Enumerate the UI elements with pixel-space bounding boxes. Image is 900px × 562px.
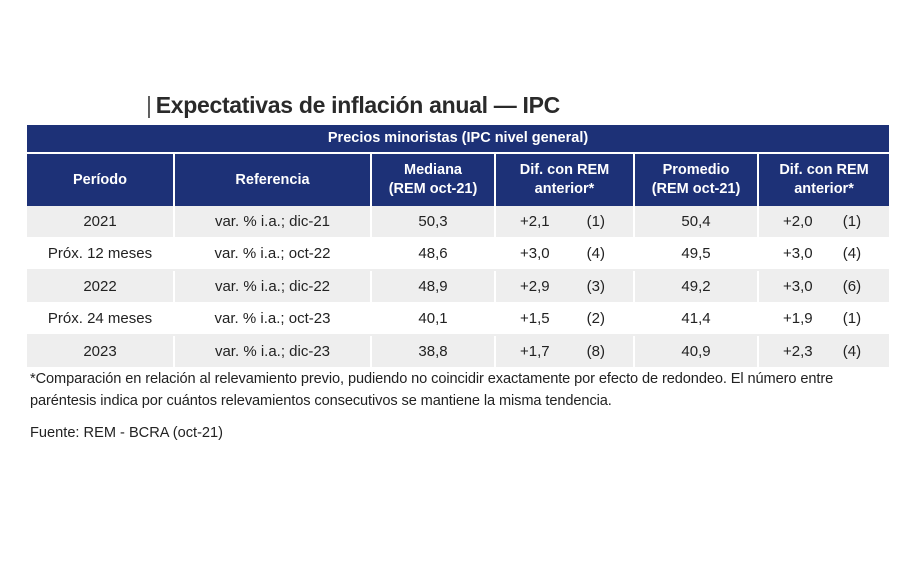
- col-header-promedio-line1: Promedio: [662, 162, 730, 178]
- dif-value: +2,3: [783, 342, 813, 360]
- dif-count: (3): [586, 277, 605, 295]
- col-header-dif-promedio: Dif. con REM anterior*: [756, 152, 890, 206]
- cell-referencia: var. % i.a.; dic-22: [173, 270, 371, 304]
- group-header: Precios minoristas (IPC nivel general): [27, 125, 890, 153]
- col-header-periodo: Período: [27, 152, 174, 206]
- table-row: 2023 var. % i.a.; dic-23 38,8 +1,7 (8) 40…: [27, 335, 890, 369]
- dif-count: (4): [842, 342, 862, 360]
- col-header-dif-mediana-line1: Dif. con REM: [519, 162, 610, 178]
- dif-value: +3,0: [783, 245, 813, 263]
- col-header-dif-mediana: Dif. con REM anterior*: [494, 152, 634, 206]
- cell-dif-mediana: +3,0 (4): [494, 237, 634, 271]
- dif-value: +3,0: [520, 245, 550, 263]
- source-note: Fuente: REM - BCRA (oct-21): [30, 425, 224, 441]
- cell-dif-mediana: +1,5 (2): [494, 302, 634, 336]
- title-text: Expectativas de inflación anual — IPC: [155, 92, 561, 118]
- table-row: 2021 var. % i.a.; dic-21 50,3 +2,1 (1) 50…: [27, 206, 890, 239]
- col-header-dif-mediana-line2: anterior*: [534, 181, 595, 197]
- cell-promedio: 41,4: [633, 302, 758, 336]
- dif-count: (8): [586, 342, 605, 360]
- cell-dif-promedio: +3,0 (4): [756, 237, 890, 271]
- table-row: 2022 var. % i.a.; dic-22 48,9 +2,9 (3) 49…: [27, 270, 890, 304]
- cell-referencia: var. % i.a.; dic-21: [173, 206, 371, 239]
- dif-value: +2,0: [783, 212, 813, 230]
- col-header-promedio: Promedio (REM oct-21): [633, 152, 758, 206]
- table-row: Próx. 12 meses var. % i.a.; oct-22 48,6 …: [27, 237, 890, 271]
- cell-dif-promedio: +3,0 (6): [756, 270, 890, 304]
- dif-value: +1,9: [783, 310, 813, 328]
- cell-dif-mediana: +2,1 (1): [494, 206, 634, 239]
- table-row: Próx. 24 meses var. % i.a.; oct-23 40,1 …: [27, 302, 890, 336]
- col-header-mediana-line1: Mediana: [403, 162, 462, 178]
- footnote: *Comparación en relación al relevamiento…: [30, 371, 834, 409]
- table-title: | Expectativas de inflación anual — IPC: [146, 92, 560, 119]
- cell-referencia: var. % i.a.; oct-22: [173, 237, 371, 271]
- col-header-dif-promedio-line1: Dif. con REM: [779, 162, 869, 178]
- cell-referencia: var. % i.a.; oct-23: [173, 302, 371, 336]
- cell-promedio: 50,4: [633, 206, 758, 239]
- cell-mediana: 38,8: [370, 335, 495, 369]
- cell-periodo: 2022: [27, 270, 174, 304]
- cell-dif-promedio: +2,3 (4): [756, 335, 890, 369]
- col-header-referencia: Referencia: [173, 152, 371, 206]
- dif-count: (6): [842, 277, 862, 295]
- cell-dif-mediana: +2,9 (3): [494, 270, 634, 304]
- col-header-mediana-line2: (REM oct-21): [388, 181, 478, 197]
- title-bar: |: [146, 92, 152, 118]
- cell-promedio: 40,9: [633, 335, 758, 369]
- cell-promedio: 49,2: [633, 270, 758, 304]
- cell-mediana: 48,9: [370, 270, 495, 304]
- col-header-mediana: Mediana (REM oct-21): [370, 152, 495, 206]
- cell-promedio: 49,5: [633, 237, 758, 271]
- cell-dif-mediana: +1,7 (8): [494, 335, 634, 369]
- cell-periodo: Próx. 12 meses: [27, 237, 174, 271]
- dif-count: (4): [842, 245, 862, 263]
- dif-value: +1,7: [520, 342, 550, 360]
- cell-referencia: var. % i.a.; dic-23: [173, 335, 371, 369]
- dif-value: +2,1: [520, 212, 550, 230]
- dif-value: +3,0: [783, 277, 813, 295]
- cell-dif-promedio: +2,0 (1): [756, 206, 890, 239]
- inflation-expectations-table: Precios minoristas (IPC nivel general) P…: [27, 125, 890, 369]
- cell-periodo: 2021: [27, 206, 174, 239]
- dif-value: +2,9: [520, 277, 550, 295]
- dif-count: (1): [586, 212, 605, 230]
- cell-dif-promedio: +1,9 (1): [756, 302, 890, 336]
- col-header-promedio-line2: (REM oct-21): [651, 181, 741, 197]
- cell-mediana: 50,3: [370, 206, 495, 239]
- dif-count: (1): [842, 212, 862, 230]
- dif-count: (1): [842, 310, 862, 328]
- cell-mediana: 48,6: [370, 237, 495, 271]
- dif-value: +1,5: [520, 310, 550, 328]
- cell-periodo: Próx. 24 meses: [27, 302, 174, 336]
- col-header-dif-promedio-line2: anterior*: [794, 181, 854, 197]
- cell-periodo: 2023: [27, 335, 174, 369]
- dif-count: (4): [586, 245, 605, 263]
- cell-mediana: 40,1: [370, 302, 495, 336]
- dif-count: (2): [586, 310, 605, 328]
